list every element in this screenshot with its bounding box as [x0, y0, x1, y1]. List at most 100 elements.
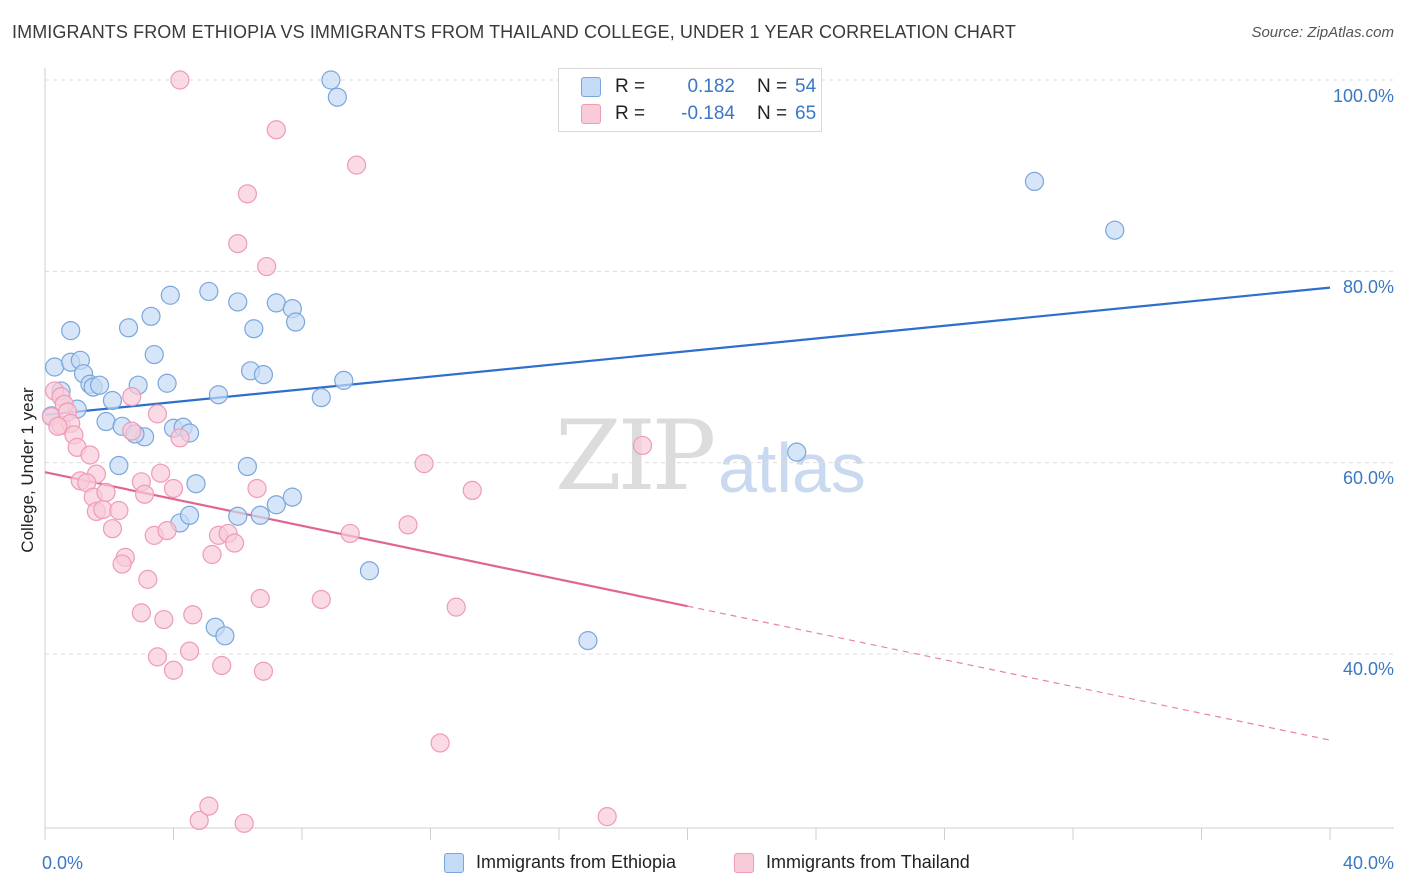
legend-row-thailand: R = -0.184 N = 65	[581, 101, 816, 127]
legend-item-thailand: Immigrants from Thailand	[734, 852, 970, 873]
thailand-point	[247, 478, 267, 499]
legend-label-ethiopia: Immigrants from Ethiopia	[476, 852, 677, 872]
ethiopia-point	[321, 70, 341, 90]
ethiopia-point	[327, 87, 347, 107]
n-label: N =	[757, 76, 788, 97]
ethiopia-point	[311, 388, 331, 408]
thailand-point	[163, 660, 184, 680]
ethiopia-point	[253, 365, 274, 385]
ethiopia-point	[787, 442, 807, 462]
thailand-point	[462, 480, 482, 501]
thailand-point	[202, 544, 222, 565]
thailand-point	[170, 428, 190, 448]
ethiopia-point	[144, 344, 164, 365]
x-tick-label: 40.0%	[1342, 853, 1394, 873]
ethiopia-point	[102, 390, 123, 411]
ethiopia-point	[179, 505, 200, 525]
ethiopia-point	[266, 293, 286, 313]
ethiopia-point	[578, 631, 598, 651]
thailand-point	[131, 603, 151, 623]
thailand-point	[311, 589, 331, 610]
thailand-point	[199, 796, 219, 816]
ethiopia-point	[282, 487, 302, 507]
thailand-swatch	[581, 104, 601, 124]
r-value: 0.182	[687, 76, 735, 97]
thailand-point	[96, 482, 116, 502]
ethiopia-point	[208, 385, 229, 405]
ethiopia-point	[90, 375, 110, 395]
ethiopia-point	[141, 306, 161, 326]
n-value: 54	[795, 76, 817, 97]
thailand-point	[234, 813, 254, 833]
ethiopia-point	[285, 312, 306, 332]
ethiopia-point	[359, 561, 380, 581]
y-tick-label: 100.0%	[1332, 86, 1394, 106]
thailand-point	[109, 500, 129, 521]
stats-legend: R = 0.182 N = 54 R = -0.184 N = 65	[558, 68, 822, 132]
thailand-point	[398, 515, 418, 535]
thailand-point	[189, 810, 209, 831]
r-value: -0.184	[681, 103, 735, 124]
source-label: Source: ZipAtlas.com	[1251, 24, 1394, 41]
thailand-point	[80, 445, 100, 465]
ethiopia-point	[157, 373, 177, 393]
thailand-point	[257, 256, 277, 277]
y-tick-label: 40.0%	[1342, 659, 1394, 679]
n-label: N =	[757, 103, 788, 124]
thailand-point	[250, 588, 270, 609]
thailand-point	[446, 597, 466, 617]
watermark-zip: ZIP	[555, 400, 716, 512]
thailand-point	[237, 184, 257, 204]
ethiopia-point	[215, 626, 235, 646]
thailand-point	[228, 233, 248, 254]
thailand-point	[122, 387, 142, 407]
y-tick-label: 80.0%	[1342, 277, 1394, 297]
thailand-point	[48, 416, 68, 436]
thailand-point	[266, 120, 286, 140]
thailand-point	[93, 499, 113, 520]
ethiopia-legend-swatch	[444, 852, 464, 873]
data-points	[41, 70, 1125, 833]
ethiopia-point	[118, 318, 139, 338]
thailand-point	[138, 569, 158, 589]
thailand-point	[224, 533, 245, 553]
y-axis-label: College, Under 1 year	[18, 387, 37, 553]
thailand-point	[134, 484, 155, 504]
chart-title: IMMIGRANTS FROM ETHIOPIA VS IMMIGRANTS F…	[12, 22, 1016, 42]
ethiopia-point	[61, 321, 81, 341]
ethiopia-point	[250, 505, 270, 525]
thailand-point	[253, 661, 274, 681]
r-label: R =	[615, 76, 646, 97]
thailand-point	[151, 463, 171, 483]
ethiopia-point	[1105, 220, 1125, 240]
ethiopia-point	[244, 319, 264, 339]
thailand-point	[414, 454, 434, 474]
ethiopia-point	[199, 281, 219, 302]
ethiopia-point	[334, 370, 354, 390]
ethiopia-point	[160, 285, 180, 305]
r-label: R =	[615, 103, 646, 124]
thailand-point	[147, 647, 168, 667]
thailand-point	[347, 155, 367, 175]
ethiopia-point	[228, 292, 248, 312]
thailand-legend-swatch	[734, 852, 754, 873]
ethiopia-point	[266, 495, 286, 515]
thailand-point	[179, 641, 200, 661]
ethiopia-point	[186, 474, 206, 494]
thailand-point	[430, 733, 450, 753]
thailand-point	[122, 421, 142, 441]
thailand-point	[170, 70, 190, 90]
thailand-point	[340, 523, 360, 544]
thailand-point	[157, 520, 177, 541]
ethiopia-point	[109, 455, 129, 476]
ethiopia-point	[96, 411, 116, 432]
y-tick-label: 60.0%	[1342, 468, 1394, 488]
thailand-point	[147, 404, 168, 424]
n-value: 65	[795, 103, 817, 124]
watermark-atlas: atlas	[718, 429, 866, 507]
thailand-point	[163, 478, 184, 499]
legend-item-ethiopia: Immigrants from Ethiopia	[444, 852, 676, 873]
ethiopia-point	[228, 506, 248, 526]
thailand-point	[183, 605, 203, 625]
